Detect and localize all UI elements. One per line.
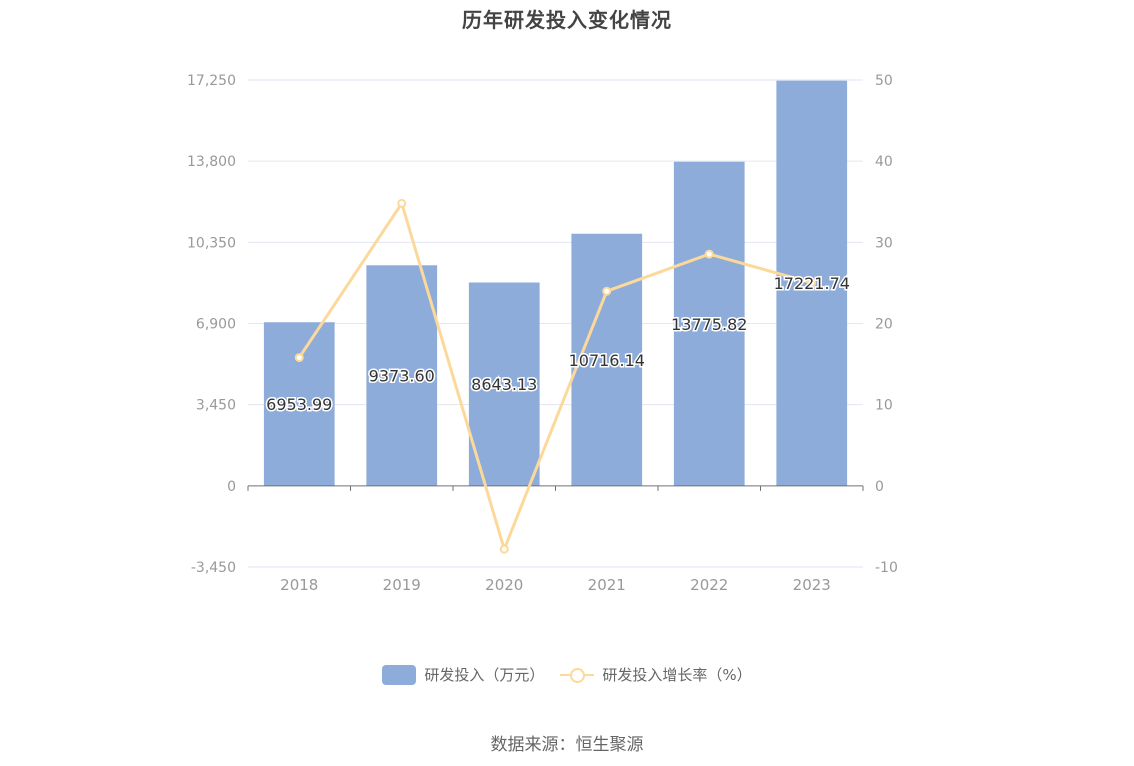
growth-point-2021	[602, 286, 612, 296]
y-right-tick-label: 10	[875, 398, 893, 414]
y-right-tick-label: 0	[875, 479, 884, 495]
legend-line-label: 研发投入增长率（%）	[602, 666, 752, 684]
x-tick-label: 2023	[793, 576, 831, 594]
y-right-tick-label: -10	[875, 560, 898, 576]
bar-2020	[468, 282, 540, 486]
legend-item-bar[interactable]: 研发投入（万元）	[382, 664, 544, 685]
x-tick-label: 2021	[588, 576, 626, 594]
bar-value-label: 6953.99	[266, 395, 332, 414]
growth-point-2018	[294, 353, 304, 363]
y-left-tick-label: 3,450	[196, 398, 236, 414]
growth-point-2022	[704, 249, 714, 259]
bar-value-label: 9373.60	[369, 367, 435, 386]
y-right-tick-label: 40	[875, 154, 893, 170]
x-tick-label: 2019	[383, 576, 421, 594]
y-left-tick-label: 10,350	[187, 235, 236, 251]
chart-title: 历年研发投入变化情况	[462, 8, 672, 32]
y-left-tick-label: 0	[227, 479, 236, 495]
axes: -3,450 0 3,450 6,900 10,350 13,800 17,250 -10 0 1…	[187, 73, 898, 594]
bar-value-label: 17221.74	[774, 274, 850, 293]
legend-item-line[interactable]: 研发投入增长率（%）	[560, 664, 752, 685]
data-source: 数据来源：恒生聚源	[490, 735, 644, 755]
x-tick-label: 2020	[485, 576, 523, 594]
bar-legend-swatch	[382, 664, 417, 685]
growth-point-2023	[807, 278, 817, 288]
bar-value-label: 10716.14	[569, 351, 645, 370]
growth-point-2020	[499, 544, 509, 554]
bar-value-label: 13775.82	[671, 315, 747, 334]
y-left-tick-label: -3,450	[191, 560, 236, 576]
growth-rate-line	[298, 201, 813, 551]
legend: 研发投入（万元） 研发投入增长率（%）	[0, 664, 1134, 685]
y-left-tick-label: 6,900	[196, 317, 236, 333]
y-right-tick-label: 50	[875, 73, 893, 89]
line-legend-swatch	[560, 665, 595, 685]
bar-2018	[263, 322, 335, 486]
y-right-tick-label: 30	[875, 235, 893, 251]
growth-point-2019	[397, 198, 407, 208]
chart-canvas: -3,450 0 3,450 6,900 10,350 13,800 17,250 -10 0 1…	[187, 73, 898, 594]
bar-series	[263, 80, 848, 486]
bar-2021	[571, 233, 643, 486]
legend-bar-label: 研发投入（万元）	[424, 666, 545, 684]
y-left-tick-label: 13,800	[187, 154, 236, 170]
x-tick-label: 2022	[690, 576, 728, 594]
bar-2022	[673, 161, 745, 486]
x-tick-label: 2018	[280, 576, 318, 594]
line-series	[294, 198, 817, 554]
grid-lines	[248, 79, 863, 568]
bar-data-labels: 6953.99 9373.60 8643.13 10716.14 13775.82 172…	[265, 273, 852, 416]
bar-value-label: 8643.13	[471, 375, 537, 394]
y-left-tick-label: 17,250	[187, 73, 236, 89]
y-right-tick-label: 20	[875, 317, 893, 333]
bar-2019	[366, 265, 438, 486]
